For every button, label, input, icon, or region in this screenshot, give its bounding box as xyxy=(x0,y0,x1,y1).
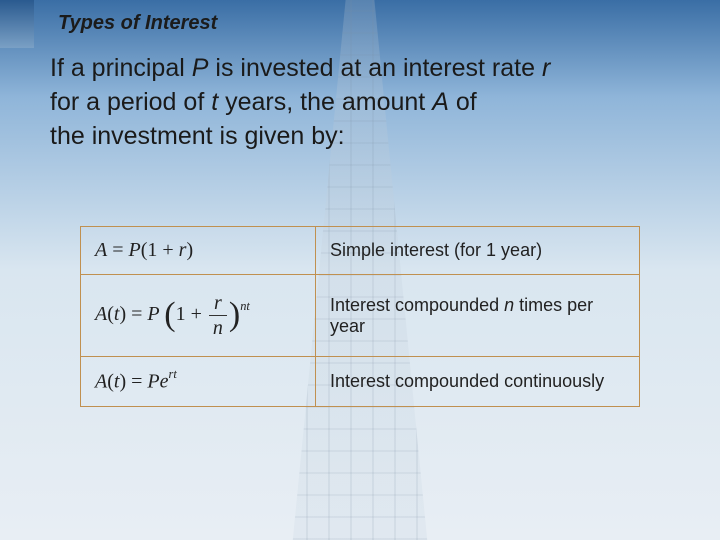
desc-text: Interest compounded xyxy=(330,295,504,315)
formula-exponent: rt xyxy=(169,367,177,381)
slide-title: Types of Interest xyxy=(58,12,217,35)
formula-eq: = xyxy=(126,303,147,325)
background-left-strip xyxy=(0,0,34,48)
formula-one: 1 xyxy=(147,239,157,261)
intro-var-P: P xyxy=(192,54,209,82)
intro-text: for a period of xyxy=(50,88,211,116)
formula-paren: ( xyxy=(107,371,114,393)
formula-lhs: A xyxy=(95,303,107,325)
formula-one: 1 xyxy=(176,303,186,325)
formula-fraction: rn xyxy=(209,293,227,338)
intro-text: is invested at an interest rate xyxy=(208,54,542,82)
intro-var-A: A xyxy=(432,88,449,116)
formula-P: P xyxy=(129,239,141,261)
formula-eq: = xyxy=(126,371,147,393)
formula-paren: ) xyxy=(186,239,193,261)
intro-text: If a principal xyxy=(50,54,192,82)
intro-text: of xyxy=(449,88,477,116)
formula-bigparen: ( xyxy=(164,300,175,331)
interest-table: A = P(1 + r) Simple interest (for 1 year… xyxy=(80,226,640,407)
formula-cell-continuous: A(t) = Pert xyxy=(81,357,316,407)
formula-P: P xyxy=(147,303,159,325)
intro-var-r: r xyxy=(542,54,550,82)
formula-frac-den: n xyxy=(209,315,227,338)
formula-paren: ( xyxy=(107,303,114,325)
intro-paragraph: If a principal P is invested at an inter… xyxy=(50,52,670,153)
formula-bigparen: ) xyxy=(229,300,240,331)
formula-cell-simple: A = P(1 + r) xyxy=(81,227,316,275)
table-row: A = P(1 + r) Simple interest (for 1 year… xyxy=(81,227,640,275)
formula-frac-num: r xyxy=(209,293,227,315)
intro-text: the investment is given by: xyxy=(50,122,345,150)
desc-var-n: n xyxy=(504,295,514,315)
formula-cell-compound-n: A(t) = P (1 + rn)nt xyxy=(81,275,316,357)
intro-text: years, the amount xyxy=(218,88,432,116)
desc-text: Interest compounded continuously xyxy=(330,371,604,391)
table-row: A(t) = P (1 + rn)nt Interest compounded … xyxy=(81,275,640,357)
desc-cell-simple: Simple interest (for 1 year) xyxy=(316,227,640,275)
formula-lhs: A xyxy=(95,239,107,261)
formula-eq: = xyxy=(107,239,128,261)
formula-lhs: A xyxy=(95,371,107,393)
desc-cell-continuous: Interest compounded continuously xyxy=(316,357,640,407)
formula-e: e xyxy=(160,371,169,393)
formula-plus: + xyxy=(186,303,207,325)
formula-plus: + xyxy=(157,239,178,261)
desc-cell-compound-n: Interest compounded n times per year xyxy=(316,275,640,357)
formula-exponent: nt xyxy=(240,299,250,313)
desc-text: Simple interest (for 1 year) xyxy=(330,240,542,260)
table-row: A(t) = Pert Interest compounded continuo… xyxy=(81,357,640,407)
formula-P: P xyxy=(147,371,159,393)
